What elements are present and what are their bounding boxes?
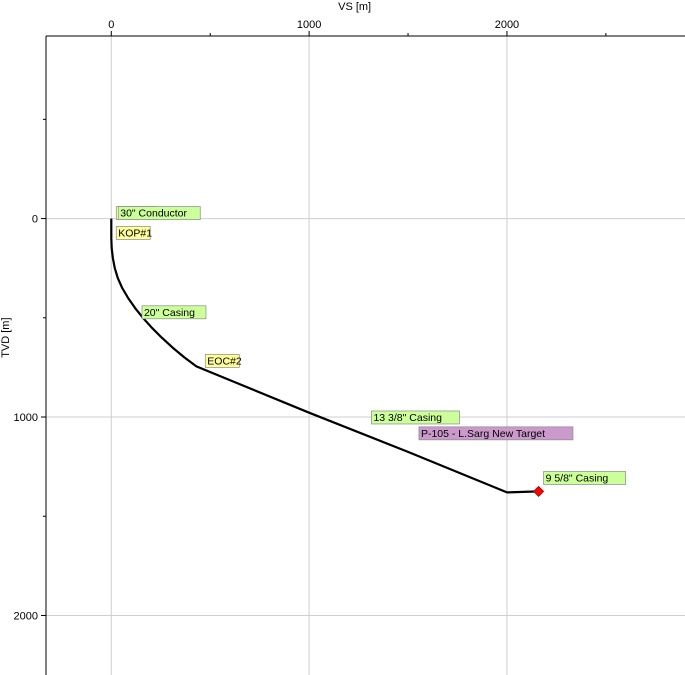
- trajectory-series: [110, 218, 545, 498]
- annotation-box: [543, 471, 626, 485]
- x-tick-label: 1000: [297, 19, 321, 31]
- annotation-box: [115, 226, 151, 240]
- annotation-label: 30" Conductor: [120, 208, 187, 220]
- annotation-label: KOP#1: [118, 227, 152, 239]
- annotation-label: P-105 - L.Sarg New Target: [421, 428, 545, 440]
- annotation-label: EOC#2: [207, 355, 242, 367]
- tick-labels: 0 1000 2000 0 1000 2000: [14, 19, 520, 622]
- end-marker-diamond: [533, 485, 545, 498]
- y-axis-title: TVD [m]: [0, 317, 12, 357]
- plot-axes: [41, 31, 685, 675]
- x-axis-title: VS [m]: [338, 1, 371, 13]
- y-tick-label: 2000: [14, 610, 38, 622]
- annotation-label: 20" Casing: [144, 307, 195, 319]
- x-tick-label: 2000: [495, 19, 519, 31]
- annotation-box: [117, 206, 201, 220]
- trajectory-line: [110, 218, 539, 494]
- annotation-label: 13 3/8" Casing: [373, 412, 442, 424]
- annotation-box: [204, 354, 240, 368]
- annotation-box: [371, 410, 460, 425]
- grid-lines: [46, 36, 685, 675]
- y-tick-label: 1000: [14, 412, 38, 424]
- annotation-label: 9 5/8" Casing: [546, 472, 609, 484]
- x-tick-label: 0: [108, 19, 114, 31]
- annotation-box: [141, 305, 207, 320]
- y-tick-label: 0: [32, 214, 38, 226]
- annotation-box: [418, 426, 574, 441]
